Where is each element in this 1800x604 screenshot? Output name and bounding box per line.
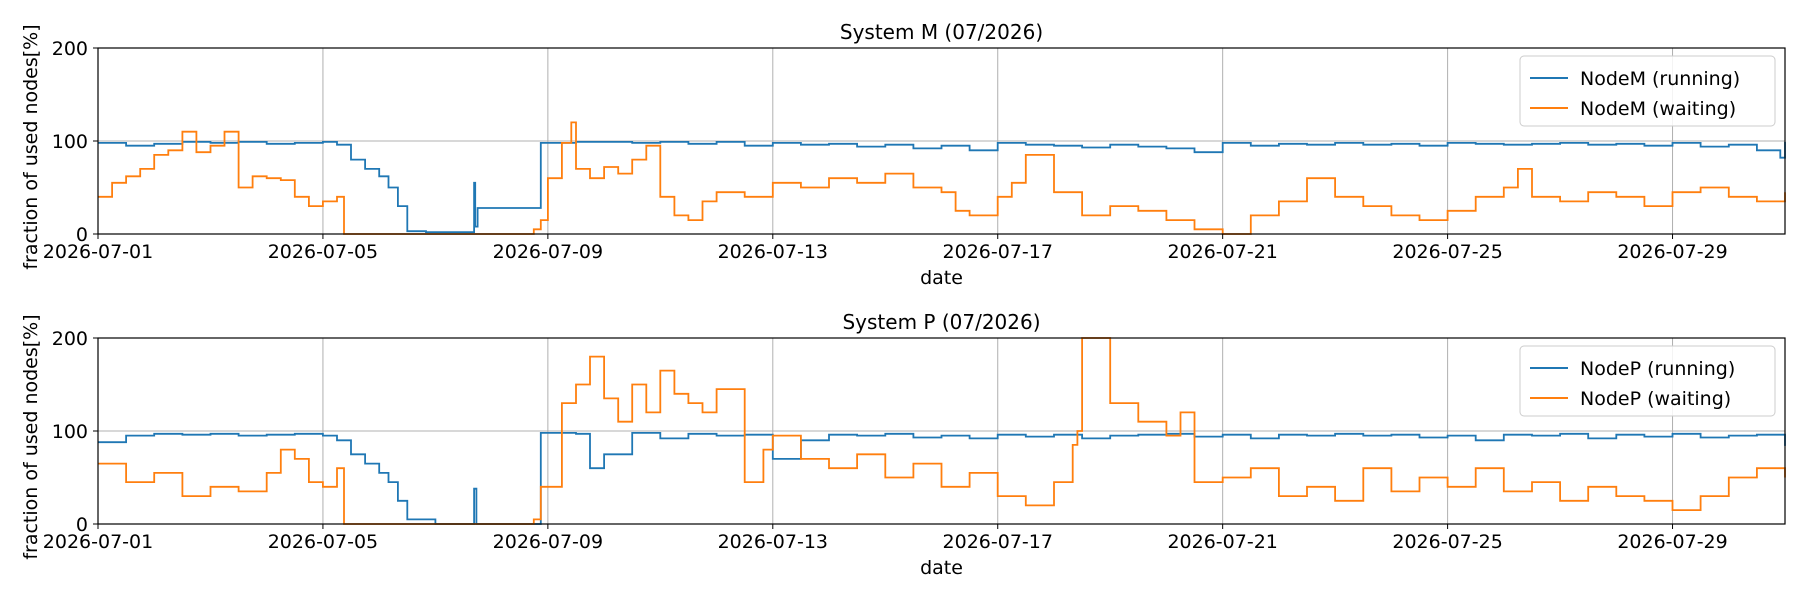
y-tick-label: 200	[52, 328, 88, 350]
x-tick-label: 2026-07-05	[268, 241, 378, 263]
legend-label: NodeM (waiting)	[1580, 98, 1736, 120]
series-line-waiting	[98, 121, 1786, 235]
series-line-running	[98, 432, 1786, 525]
chart-title: System M (07/2026)	[840, 20, 1043, 44]
legend-label: NodeM (running)	[1580, 68, 1740, 90]
x-tick-label: 2026-07-01	[43, 531, 153, 553]
legend-box	[1519, 345, 1776, 417]
x-tick-label: 2026-07-05	[268, 531, 378, 553]
x-tick-label: 2026-07-09	[493, 241, 603, 263]
y-axis-label: fraction of used nodes[%]	[20, 24, 42, 269]
legend-label: NodeP (running)	[1580, 358, 1735, 380]
y-tick-label: 0	[76, 514, 88, 536]
legend-label: NodeP (waiting)	[1580, 388, 1731, 410]
x-axis-label: date	[920, 267, 963, 289]
series-line-running	[98, 141, 1786, 233]
x-tick-label: 2026-07-13	[718, 531, 828, 553]
x-tick-label: 2026-07-09	[493, 531, 603, 553]
series-line-waiting	[98, 337, 1786, 525]
x-tick-label: 2026-07-25	[1392, 531, 1502, 553]
x-tick-label: 2026-07-21	[1167, 531, 1277, 553]
legend-box	[1519, 55, 1776, 127]
x-tick-label: 2026-07-25	[1392, 241, 1502, 263]
chart-title: System P (07/2026)	[842, 310, 1040, 334]
y-axis-label: fraction of used nodes[%]	[20, 314, 42, 559]
x-tick-label: 2026-07-01	[43, 241, 153, 263]
y-tick-label: 100	[52, 131, 88, 153]
x-tick-label: 2026-07-29	[1617, 241, 1727, 263]
x-tick-label: 2026-07-17	[943, 531, 1053, 553]
x-axis-label: date	[920, 557, 963, 579]
y-tick-label: 200	[52, 38, 88, 60]
x-tick-label: 2026-07-13	[718, 241, 828, 263]
x-tick-label: 2026-07-21	[1167, 241, 1277, 263]
x-tick-label: 2026-07-29	[1617, 531, 1727, 553]
y-tick-label: 0	[76, 224, 88, 246]
x-tick-label: 2026-07-17	[943, 241, 1053, 263]
y-tick-label: 100	[52, 421, 88, 443]
